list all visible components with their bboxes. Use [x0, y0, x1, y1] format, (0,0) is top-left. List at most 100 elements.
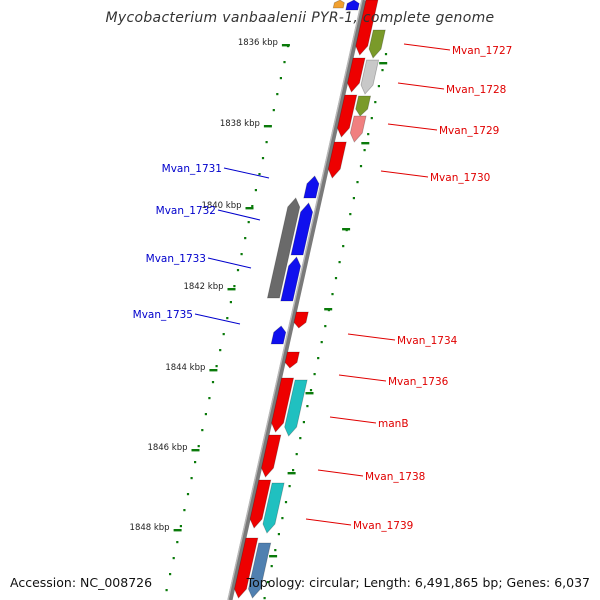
forward-gene-label: Mvan_1738	[365, 471, 425, 483]
major-tick-right	[361, 142, 370, 145]
minor-tick-right	[334, 277, 338, 280]
reverse-gene-label: Mvan_1732	[156, 205, 216, 217]
minor-tick-right	[267, 581, 270, 584]
forward-label-leader	[397, 82, 445, 90]
forward-gene-label: manB	[378, 418, 409, 430]
minor-tick-right	[338, 261, 341, 264]
cds-block-mvan-1732	[266, 197, 301, 299]
reverse-label-leader	[223, 167, 270, 179]
minor-tick-left	[169, 573, 172, 576]
cds-block-mvan-1729-a	[355, 95, 372, 117]
minor-tick-right	[313, 373, 316, 376]
major-tick-left	[245, 207, 254, 210]
major-tick-left	[209, 369, 218, 372]
minor-tick-right	[281, 517, 284, 520]
minor-tick-left	[244, 237, 247, 240]
forward-gene-label: Mvan_1727	[452, 45, 512, 57]
minor-tick-right	[381, 69, 384, 72]
minor-tick-left	[272, 109, 275, 112]
minor-tick-left	[240, 253, 243, 256]
scale-label: 1844 kbp	[165, 363, 205, 373]
scale-label: 1846 kbp	[147, 443, 187, 453]
cds-block-mvan-1739	[262, 482, 285, 534]
minor-tick-left	[229, 301, 232, 304]
minor-tick-left	[208, 397, 211, 400]
minor-tick-right	[356, 181, 359, 184]
forward-label-leader	[338, 374, 387, 382]
minor-tick-left	[276, 93, 279, 96]
minor-tick-right	[374, 101, 377, 104]
gene-arrow-mvan-1731	[303, 175, 320, 199]
forward-label-leader	[387, 123, 438, 131]
cds-block-mvan-1727	[368, 29, 386, 59]
gene-arrow-mvan-1738	[261, 434, 282, 478]
minor-tick-right	[377, 85, 380, 88]
minor-tick-right	[352, 197, 355, 200]
forward-gene-label: Mvan_1729	[439, 125, 499, 137]
minor-tick-left	[265, 141, 268, 144]
genome-title: Mycobacterium vanbaalenii PYR-1, complet…	[105, 10, 495, 26]
summary-text: Topology: circular; Length: 6,491,865 bp…	[246, 575, 590, 590]
gene-labels: Mvan_1727 Mvan_1728 Mvan_1729 Mvan_1730 Mvan…	[133, 43, 512, 532]
gene-features	[234, 0, 386, 599]
forward-gene-label: Mvan_1734	[397, 335, 458, 347]
major-tick-right	[342, 228, 351, 231]
minor-tick-left	[258, 173, 261, 176]
minor-tick-left	[204, 413, 207, 416]
gene-arrow-mvan-1728	[347, 57, 366, 93]
minor-tick-right	[288, 485, 291, 488]
minor-tick-right	[342, 245, 345, 248]
minor-tick-right	[274, 549, 277, 552]
cds-block-manb	[284, 379, 308, 437]
forward-gene-label: Mvan_1739	[353, 520, 413, 532]
minor-tick-right	[299, 437, 302, 440]
minor-tick-left	[201, 429, 204, 432]
reverse-label-leader	[217, 209, 261, 221]
major-tick-right	[305, 392, 314, 395]
minor-tick-left	[176, 541, 179, 544]
scale-label: 1848 kbp	[130, 523, 170, 533]
major-tick-right	[287, 472, 296, 475]
minor-tick-right	[363, 149, 366, 152]
minor-tick-left	[215, 365, 218, 368]
major-tick-right	[379, 62, 388, 65]
scale-label: 1838 kbp	[220, 119, 260, 129]
scale-label: 1840 kbp	[201, 201, 241, 211]
forward-gene-label: Mvan_1728	[446, 84, 506, 96]
minor-tick-left	[190, 477, 193, 480]
scale-label: 1836 kbp	[238, 38, 278, 48]
forward-label-leader	[403, 43, 451, 51]
minor-tick-left	[222, 333, 225, 336]
gene-arrow-prev-blue	[345, 0, 360, 11]
minor-tick-right	[302, 421, 305, 424]
minor-tick-right	[384, 53, 388, 56]
gene-arrow-mvan-1732	[290, 202, 314, 256]
major-tick-left	[173, 529, 182, 532]
reverse-gene-label: Mvan_1735	[133, 309, 193, 321]
minor-tick-left	[211, 381, 215, 384]
forward-gene-label: Mvan_1730	[430, 172, 490, 184]
minor-tick-left	[194, 461, 197, 464]
minor-tick-right	[349, 213, 352, 216]
gene-arrow-manb	[271, 377, 295, 433]
minor-tick-right	[284, 501, 288, 504]
minor-tick-right	[324, 325, 327, 328]
minor-tick-right	[292, 469, 295, 472]
minor-tick-left	[279, 77, 282, 80]
major-tick-right	[269, 555, 278, 558]
minor-tick-left	[179, 525, 182, 528]
minor-tick-left	[165, 589, 168, 592]
minor-tick-right	[277, 533, 280, 536]
reverse-label-leader	[207, 257, 252, 269]
backbone-line	[227, 0, 367, 600]
minor-tick-left	[261, 157, 265, 160]
minor-tick-right	[359, 165, 363, 168]
gene-arrow-mvan-1735	[270, 325, 287, 345]
minor-tick-right	[295, 453, 298, 456]
forward-label-leader	[329, 416, 377, 424]
minor-tick-right	[320, 341, 323, 344]
tick-marks: 1836 kbp 1838 kbp 1840 kbp 1842 kbp 1844 kbp…	[130, 38, 388, 600]
gene-arrow-mvan-1736	[284, 351, 300, 369]
